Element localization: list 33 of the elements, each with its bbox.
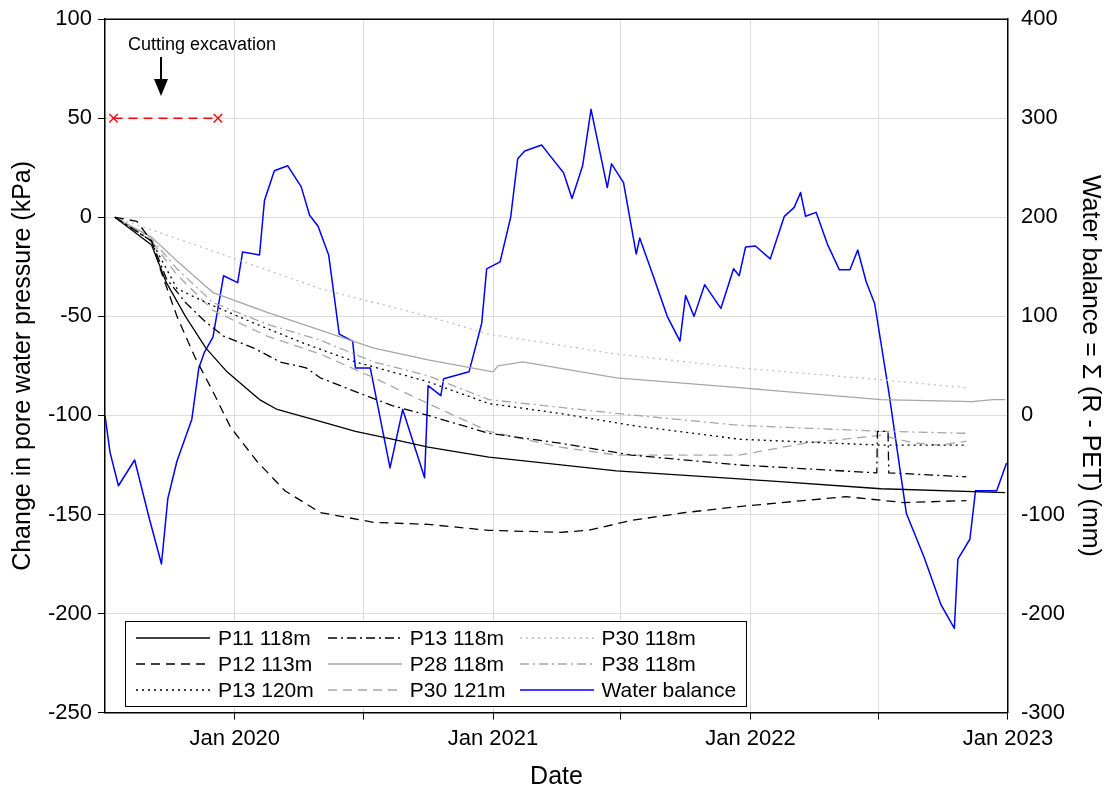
legend-label: P30 121m bbox=[409, 677, 506, 702]
legend-label: P38 118m bbox=[601, 651, 696, 676]
annotation: Cutting excavation bbox=[128, 34, 277, 55]
y2-tick-label: -200 bbox=[1020, 599, 1066, 625]
y-axis-title: Change in pore water pressure (kPa) bbox=[6, 160, 35, 571]
legend-label: P28 118m bbox=[409, 651, 504, 676]
x-tick-label: Jan 2021 bbox=[447, 724, 539, 750]
legend-label: P12 113m bbox=[218, 651, 313, 676]
y2-tick-label: -300 bbox=[1020, 698, 1066, 724]
x-tick-label: Jan 2020 bbox=[189, 724, 281, 750]
y2-tick-label: 100 bbox=[1020, 302, 1058, 328]
y-tick-label: -250 bbox=[47, 698, 93, 724]
y-tick-label: 50 bbox=[67, 104, 93, 130]
x-axis-title: Date bbox=[530, 760, 583, 789]
y-tick-label: -200 bbox=[47, 599, 93, 625]
y2-tick-label: 0 bbox=[1020, 401, 1034, 427]
legend-label: P13 120m bbox=[218, 677, 314, 702]
y2-tick-label: 400 bbox=[1020, 5, 1058, 31]
y-tick-label: -100 bbox=[47, 401, 93, 427]
y2-tick-label: -100 bbox=[1020, 500, 1066, 526]
y-tick-label: 0 bbox=[79, 203, 93, 229]
y2-tick-label: 300 bbox=[1020, 104, 1058, 130]
y-tick-label: -50 bbox=[60, 302, 93, 328]
y2-axis-title: Water balance = Σ (R - PET) (mm) bbox=[1078, 174, 1107, 557]
legend-label: P11 118m bbox=[218, 625, 311, 650]
y-tick-label: 100 bbox=[55, 5, 93, 31]
legend-label: P30 118m bbox=[601, 625, 696, 650]
legend-label: Water balance bbox=[601, 677, 737, 702]
y-tick-label: -150 bbox=[47, 500, 93, 526]
legend-label: P13 118m bbox=[409, 625, 504, 650]
x-tick-label: Jan 2023 bbox=[962, 724, 1054, 750]
y2-tick-label: 200 bbox=[1020, 203, 1058, 229]
x-tick-label: Jan 2022 bbox=[705, 724, 796, 750]
